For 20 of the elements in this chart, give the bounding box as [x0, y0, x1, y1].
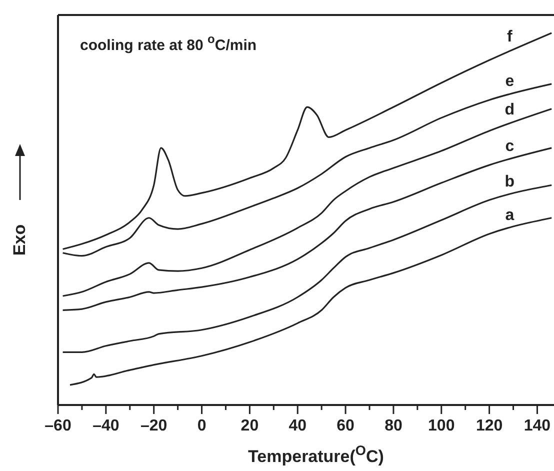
x-tick-label: 140: [524, 417, 551, 434]
x-axis-title: Temperature($^{O}$C): [248, 442, 384, 466]
x-tick-label: –40: [92, 417, 120, 434]
series-label: c: [505, 138, 514, 155]
x-tick-label: 0: [197, 417, 206, 434]
x-tick-label: 20: [240, 417, 259, 434]
x-tick-label: 40: [288, 417, 307, 434]
x-tick-label: –20: [140, 417, 168, 434]
y-axis-title: Exo: [10, 224, 29, 256]
annotation: cooling rate at 80 $^{o}$C/min: [80, 32, 257, 54]
x-tick-label: 60: [336, 417, 355, 434]
x-tick-label: 100: [428, 417, 455, 434]
x-tick-label: –60: [44, 417, 72, 434]
series-label: a: [505, 207, 514, 224]
series-label: d: [504, 102, 515, 119]
series-label: f: [507, 28, 513, 46]
x-tick-label: 80: [384, 417, 402, 434]
x-tick-label: 120: [476, 417, 503, 434]
series-label: e: [505, 73, 514, 90]
series-label: b: [504, 174, 515, 191]
